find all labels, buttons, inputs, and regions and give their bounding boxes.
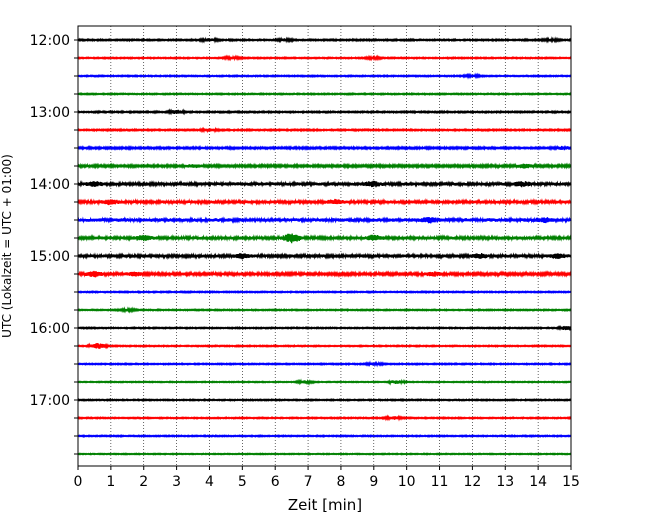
y-tick-label: 15:00 [30,249,70,265]
x-tick-label: 12 [463,474,481,490]
y-tick-label: 17:00 [30,393,70,409]
trace-line [77,270,572,278]
x-tick-label: 13 [496,474,514,490]
x-tick-label: 11 [431,474,449,490]
x-tick-label: 1 [106,474,115,490]
trace-row-1245 [77,91,572,97]
trace-row-1515 [77,270,572,278]
x-tick-label: 8 [336,474,345,490]
y-tick-label: 14:00 [30,177,70,193]
trace-row-1545 [77,306,572,314]
trace-row-1715 [77,414,572,422]
trace-row-1315 [77,126,572,134]
trace-line [77,216,572,224]
x-tick-label: 9 [369,474,378,490]
trace-line [77,251,572,260]
trace-row-1730 [77,433,572,439]
trace-row-1700 [77,397,572,403]
trace-row-1345 [77,162,572,170]
x-tick-label: 5 [238,474,247,490]
y-tick-label: 13:00 [30,105,70,121]
trace-row-1300 [77,108,572,116]
x-tick-label: 6 [271,474,280,490]
x-tick-label: 0 [74,474,83,490]
x-tick-label: 7 [304,474,313,490]
trace-row-1630 [77,360,572,368]
y-tick-label: 12:00 [30,33,70,49]
trace-row-1530 [77,289,572,295]
x-axis-label: Zeit [min] [288,496,362,514]
axes: 0 1 2 3 4 5 6 7 8 9 10 11 12 13 14 1512:0013:0014:0015:… [30,25,580,490]
grid-lines [110,26,539,466]
x-tick-label: 4 [205,474,214,490]
y-tick-label: 16:00 [30,321,70,337]
x-tick-label: 14 [529,474,547,490]
trace-row-1215 [77,54,572,62]
trace-row-1430 [77,216,572,224]
trace-row-1230 [77,72,572,80]
trace-row-1615 [77,342,572,350]
trace-row-1200 [77,36,572,44]
x-tick-label: 2 [139,474,148,490]
x-tick-label: 15 [562,474,580,490]
trace-row-1445 [77,233,572,244]
x-tick-label: 10 [398,474,416,490]
trace-row-1600 [77,324,572,332]
trace-row-1330 [77,144,572,152]
plot-frame [77,25,572,467]
x-tick-label: 3 [172,474,181,490]
y-axis-label: UTC (Lokalzeit = UTC + 01:00) [0,154,14,338]
trace-rows [77,36,572,456]
trace-row-1400 [77,180,572,188]
trace-row-1500 [77,251,572,260]
trace-row-1745 [77,452,572,456]
trace-row-1415 [77,197,572,206]
trace-row-1645 [77,378,572,386]
